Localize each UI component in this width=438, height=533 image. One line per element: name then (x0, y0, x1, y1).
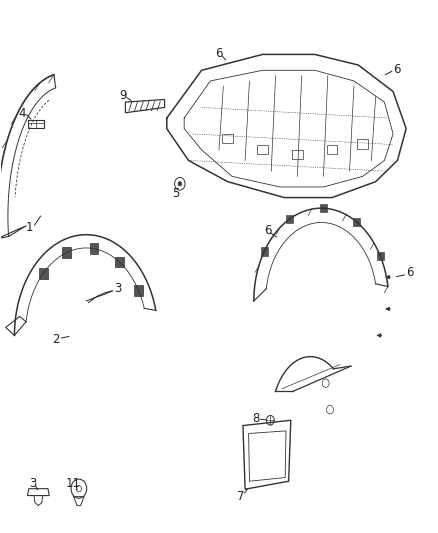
Text: 1: 1 (26, 221, 33, 235)
Text: 3: 3 (114, 282, 122, 295)
Circle shape (178, 182, 182, 186)
Polygon shape (320, 204, 327, 213)
Text: 2: 2 (52, 333, 60, 346)
Text: 7: 7 (237, 490, 245, 503)
Text: 11: 11 (66, 477, 81, 490)
Text: 4: 4 (18, 107, 26, 120)
Text: 6: 6 (406, 266, 413, 279)
Polygon shape (353, 217, 360, 226)
Text: 5: 5 (172, 188, 179, 200)
Polygon shape (377, 252, 384, 261)
Polygon shape (89, 244, 98, 254)
Text: 6: 6 (393, 63, 400, 76)
Text: 8: 8 (252, 411, 259, 425)
Text: 9: 9 (120, 88, 127, 102)
Text: 3: 3 (29, 478, 36, 490)
Polygon shape (286, 215, 293, 223)
Text: 6: 6 (264, 224, 272, 237)
Polygon shape (62, 247, 71, 258)
Polygon shape (115, 257, 124, 268)
Polygon shape (261, 247, 268, 256)
Polygon shape (39, 268, 48, 279)
Text: 6: 6 (215, 47, 223, 60)
Polygon shape (134, 285, 143, 296)
